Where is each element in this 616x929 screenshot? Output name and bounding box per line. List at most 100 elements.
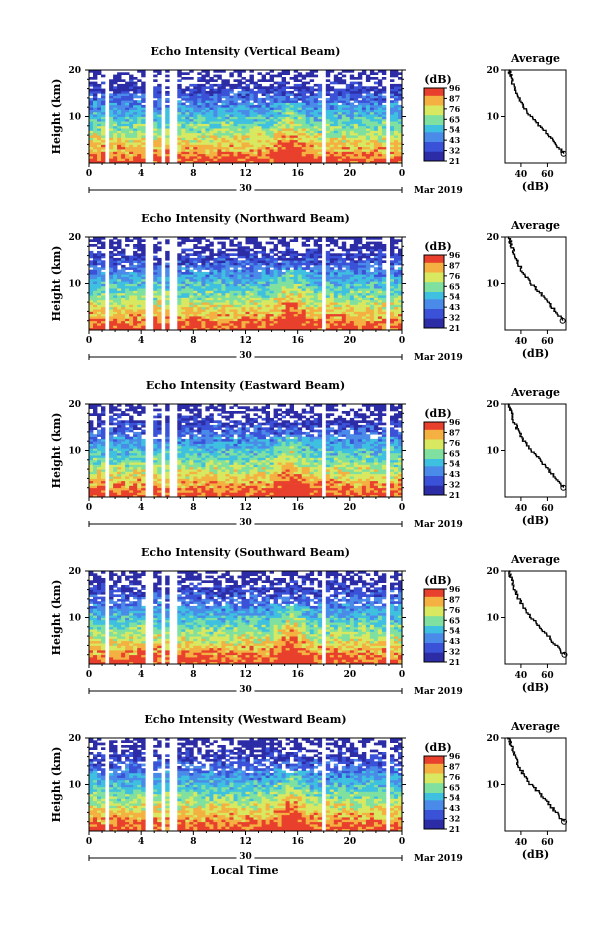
heatmap-cell [157,246,162,249]
heatmap-cell [333,93,339,96]
heatmap-cell [221,118,226,122]
heatmap-cell [213,278,218,282]
heatmap-cell [265,327,270,331]
heatmap-cell [257,109,262,113]
heatmap-cell [197,139,202,143]
heatmap-cell [365,297,371,301]
heatmap-cell [317,132,323,136]
heatmap-cell [241,142,246,145]
heatmap-cell [197,158,202,161]
heatmap-cell [141,74,146,78]
heatmap-cell [141,118,146,122]
heatmap-cell [353,313,359,317]
heatmap-cell [185,97,190,101]
heatmap-cell [281,304,286,308]
heatmap-cell [117,309,122,312]
heatmap-cell [361,121,367,124]
heatmap-cell [141,97,146,101]
heatmap-cell [325,116,331,120]
heatmap-cell [325,111,331,115]
heatmap-cell [317,142,323,145]
heatmap-cell [398,304,403,308]
heatmap-cell [357,306,363,310]
heatmap-cell [313,83,319,87]
heatmap-cell [293,292,299,296]
heatmap-cell [285,139,290,143]
heatmap-cell [245,109,250,113]
heatmap-cell [394,135,399,138]
heatmap-cell [117,316,122,319]
heatmap-cell [229,306,234,310]
heatmap-cell [277,306,282,310]
heatmap-cell [217,304,222,308]
heatmap-cell [361,288,367,291]
heatmap-cell [165,156,170,159]
heatmap-cell [253,149,258,152]
heatmap-cell [229,128,234,131]
heatmap-cell [337,302,343,305]
heatmap-cell [297,274,303,277]
heatmap-cell [337,116,343,120]
heatmap-cell [193,304,198,308]
heatmap-cell [97,116,102,120]
heatmap-cell [213,100,218,103]
heatmap-cell [373,114,379,117]
heatmap-cell [377,267,383,270]
heatmap-cell [309,116,315,120]
heatmap-cell [269,290,274,294]
heatmap-cell [129,271,134,275]
heatmap-cell [329,295,335,298]
heatmap-cell [313,262,319,266]
heatmap-cell [89,123,94,127]
heatmap-cell [353,77,359,80]
heatmap-cell [93,299,98,303]
heatmap-cell [165,283,170,287]
heatmap-cell [289,142,294,145]
heatmap-cell [373,135,379,138]
heatmap-cell [209,86,214,89]
heatmap-cell [309,260,315,263]
heatmap-cell [177,153,182,157]
heatmap-cell [141,86,146,89]
heatmap-cell [289,250,294,254]
heatmap-cell [133,246,138,249]
heatmap-cell [249,97,254,101]
heatmap-cell [133,100,138,103]
heatmap-cell [109,288,114,291]
heatmap-cell [265,306,270,310]
heatmap-cell [313,292,319,296]
heatmap-cell [89,70,94,73]
heatmap-cell [269,274,274,277]
heatmap-cell [221,81,226,85]
heatmap-cell [237,81,242,85]
heatmap-cell [93,269,98,273]
heatmap-cell [101,153,106,157]
heatmap-cell [133,95,138,99]
heatmap-cell [117,278,122,282]
heatmap-cell [357,267,363,270]
heatmap-cell [101,260,106,263]
heatmap-cell [337,285,343,289]
heatmap-cell [125,121,130,124]
heatmap-cell [113,290,118,294]
heatmap-cell [361,116,367,120]
heatmap-cell [345,269,351,273]
heatmap-cell [141,128,146,131]
heatmap-cell [217,320,222,324]
heatmap-cell [193,114,198,117]
heatmap-cell [333,132,339,136]
heatmap-cell [93,244,98,247]
heatmap-cell [341,318,347,322]
heatmap-cell [289,125,294,129]
heatmap-cell [221,306,226,310]
heatmap-cell [153,309,158,312]
heatmap-cell [181,109,186,113]
colorbar-segment [424,107,444,111]
heatmap-cell [361,95,367,99]
heatmap-cell [137,274,142,277]
heatmap-cell [289,283,294,287]
heatmap-cell [365,299,371,303]
heatmap-cell [345,311,351,315]
heatmap-cell [141,306,146,310]
heatmap-cell [197,274,202,277]
